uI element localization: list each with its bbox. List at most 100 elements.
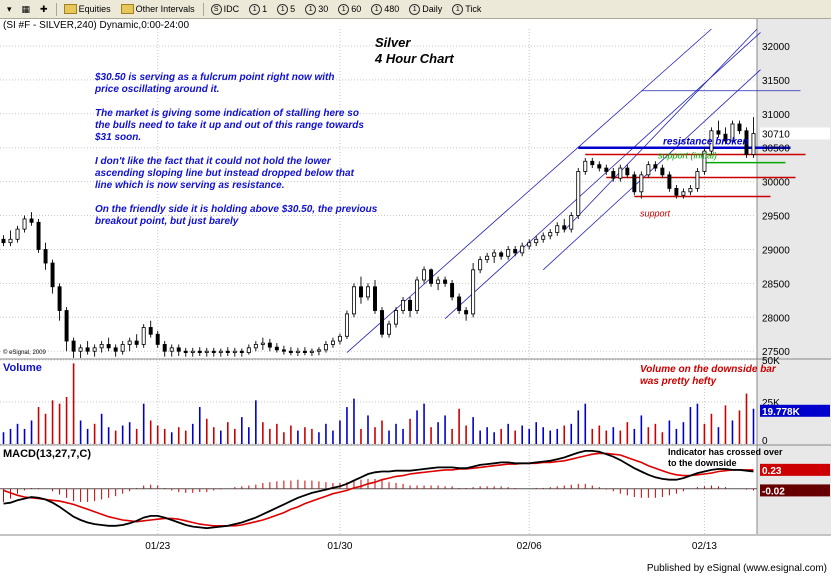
up-candle [387, 323, 391, 335]
date-tick-label: 01/23 [145, 541, 170, 552]
up-candle [246, 347, 251, 353]
down-candle [604, 167, 609, 172]
volume-title: Volume [3, 362, 42, 374]
grid-icon: ▦ [21, 3, 31, 14]
price-tick-label: 28500 [762, 279, 790, 290]
down-candle [106, 344, 111, 349]
up-candle [520, 245, 525, 254]
toolbar-60-button[interactable]: 1 60 [335, 1, 364, 17]
toolbar-grid-icon-button[interactable]: ▦ [19, 1, 34, 17]
price-tick-label: 28000 [762, 313, 790, 324]
price-tick-label: 29500 [762, 212, 790, 223]
volume-note-line: was pretty hefty [640, 376, 717, 387]
down-candle [674, 188, 679, 196]
down-candle [57, 286, 62, 311]
up-candle [576, 171, 581, 216]
down-candle [625, 167, 630, 176]
commentary-text: $31 soon. [94, 132, 141, 143]
circle-icon: 1 [409, 3, 421, 15]
toolbar-equities-button[interactable]: Equities [61, 1, 114, 17]
down-candle [239, 350, 244, 353]
up-candle [120, 344, 125, 352]
up-candle [618, 167, 623, 179]
circle-icon: 1 [305, 3, 317, 15]
down-candle [211, 350, 216, 353]
up-candle [569, 215, 574, 230]
circle-icon: 1 [277, 3, 289, 15]
plus-icon: ✚ [40, 3, 48, 14]
up-candle [394, 310, 399, 325]
trend-channel-line [563, 28, 758, 231]
macd-panel-bg [0, 446, 757, 534]
down-candle [176, 347, 181, 352]
up-candle [218, 350, 223, 353]
volume-value-pill: 19.778K [762, 407, 801, 418]
price-tick-label: 29000 [762, 245, 790, 256]
up-candle [330, 340, 335, 345]
commentary-text: the bulls need to take it up and out of … [95, 120, 364, 131]
circle-icon: 1 [371, 3, 383, 15]
chart-title: Silver [375, 35, 411, 50]
macd-note-line: Indicator has crossed over [668, 447, 783, 457]
up-candle [8, 238, 13, 244]
up-candle [681, 191, 686, 196]
circle-icon: S [210, 3, 222, 15]
up-candle [471, 269, 476, 315]
down-candle [450, 282, 455, 298]
toolbar-daily-button[interactable]: 1 Daily [406, 1, 445, 17]
up-candle [232, 350, 237, 353]
up-candle [141, 327, 146, 345]
support-initial-label: support (initial) [658, 151, 717, 161]
toolbar-label: Tick [465, 4, 482, 14]
toolbar-480-button[interactable]: 1 480 [368, 1, 402, 17]
commentary-text: $30.50 is serving as a fulcrum point rig… [94, 72, 335, 83]
macd-line [3, 450, 754, 530]
toolbar-plus-icon-button[interactable]: ✚ [37, 1, 51, 17]
toolbar-30-button[interactable]: 1 30 [302, 1, 331, 17]
toolbar-dropdown-arrow-icon-button[interactable]: ▾ [4, 1, 15, 17]
down-candle [43, 249, 48, 264]
up-candle [506, 249, 511, 257]
down-candle [155, 333, 160, 345]
dropdown-arrow-icon: ▾ [7, 3, 12, 14]
down-candle [597, 164, 602, 169]
down-candle [590, 160, 595, 166]
up-candle [534, 238, 539, 244]
down-candle [358, 286, 363, 298]
down-candle [562, 225, 567, 230]
toolbar-tick-button[interactable]: 1 Tick [449, 1, 484, 17]
macd-signal-pill: -0.02 [762, 486, 785, 497]
circle-icon: 1 [338, 3, 350, 15]
down-candle [50, 262, 55, 288]
toolbar: ▾ ▦ ✚ Equities Other Intervals S IDC 1 1 1 5 1 30 1 60… [0, 0, 831, 19]
volume-tick-label: 25K [762, 398, 780, 409]
trend-channel-line [542, 69, 761, 271]
toolbar-idc-button[interactable]: S IDC [208, 1, 243, 17]
down-candle [274, 346, 279, 351]
copyright-label: © eSignal, 2009 [3, 349, 46, 356]
up-candle [204, 350, 209, 353]
down-candle [197, 350, 202, 353]
date-tick-label: 01/30 [327, 541, 352, 552]
toolbar-label: 5 [290, 4, 296, 14]
down-candle [134, 340, 139, 345]
down-candle [513, 249, 518, 254]
up-candle [646, 164, 651, 176]
up-candle [99, 344, 104, 349]
down-candle [443, 279, 448, 284]
up-candle [127, 340, 132, 345]
toolbar-label: IDC [223, 4, 240, 14]
volume-value-pill-bg [760, 404, 830, 417]
toolbar-label: Other Intervals [135, 4, 195, 14]
down-candle [611, 171, 616, 179]
up-candle [695, 171, 700, 189]
up-candle [316, 349, 321, 352]
down-candle [660, 167, 665, 176]
toolbar-other-intervals-button[interactable]: Other Intervals [118, 1, 198, 17]
up-candle [751, 133, 756, 155]
folder-icon [120, 4, 134, 14]
chart-subtitle: 4 Hour Chart [374, 51, 454, 66]
macd-signal-pill-bg [760, 484, 830, 497]
